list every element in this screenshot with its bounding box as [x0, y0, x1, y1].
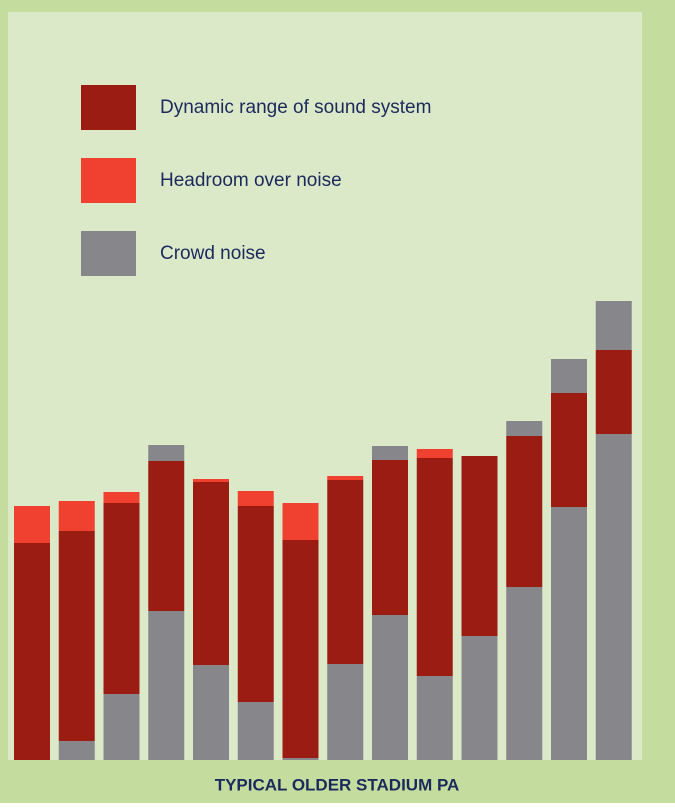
bar-segment [461, 456, 498, 636]
bar-segment [551, 507, 587, 760]
bar-segment [506, 587, 543, 760]
bar-segment [58, 741, 95, 760]
chart-title: TYPICAL OLDER STADIUM PA [215, 775, 460, 794]
legend-label: Dynamic range of sound system [160, 97, 431, 118]
bar-segment [327, 476, 364, 480]
bar-segment [58, 531, 95, 741]
legend-swatch [81, 85, 136, 130]
bar-segment [103, 694, 140, 760]
bar-segment [148, 461, 185, 611]
bar-segment [595, 350, 632, 434]
bar-segment [372, 446, 408, 460]
bar-segment [551, 393, 587, 507]
bar-segment [14, 506, 50, 543]
bar-segment [148, 445, 185, 461]
bar-segment [416, 676, 453, 760]
bar-segment [551, 359, 587, 393]
bar-segment [103, 503, 140, 694]
legend-label: Headroom over noise [160, 170, 342, 191]
legend-swatch [81, 158, 136, 203]
bar-segment [193, 482, 229, 665]
bar-segment [595, 301, 632, 350]
bar-segment [595, 434, 632, 760]
bar-segment [237, 702, 274, 760]
bar-segment [103, 492, 140, 503]
bar-segment [148, 611, 185, 760]
bar-segment [372, 615, 408, 760]
bar-segment [372, 460, 408, 615]
bar-segment [416, 458, 453, 676]
bar-segment [327, 480, 364, 664]
bar-segment [237, 491, 274, 506]
bar-segment [14, 543, 50, 760]
bar-segment [461, 636, 498, 760]
bar-segment [506, 436, 543, 587]
legend-label: Crowd noise [160, 243, 266, 264]
bar-segment [58, 501, 95, 531]
legend-swatch [81, 231, 136, 276]
bar-segment [193, 479, 229, 482]
bar-segment [506, 421, 543, 436]
bar-segment [416, 449, 453, 458]
bar-segment [327, 664, 364, 760]
bar-segment [193, 665, 229, 760]
bar-segment [282, 758, 319, 760]
bar-segment [282, 503, 319, 540]
bar-segment [237, 506, 274, 702]
bar-segment [282, 540, 319, 758]
